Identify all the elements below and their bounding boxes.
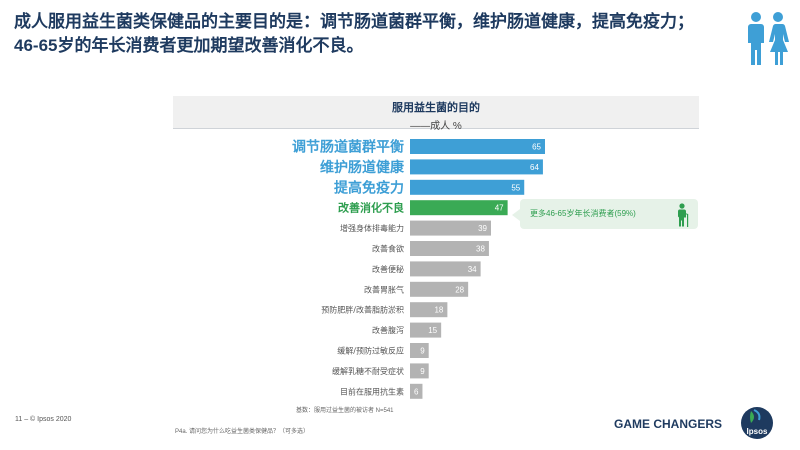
bar-value-1: 64 (530, 163, 539, 172)
headline: 成人服用益生菌类保健品的主要目的是：调节肠道菌群平衡，维护肠道健康，提高免疫力；… (14, 10, 734, 58)
people-icon (748, 12, 789, 65)
ipsos-logo-text: Ipsos (746, 427, 768, 436)
bar-6 (410, 261, 481, 277)
headline-line-2: 46-65岁的年长消费者更加期望改善消化不良。 (14, 36, 364, 55)
bar-label-2: 提高免疫力 (334, 179, 404, 196)
bar-label-1: 维护肠道健康 (320, 159, 405, 176)
bar-label-7: 改善胃胀气 (364, 284, 404, 294)
bar-value-9: 15 (428, 326, 437, 335)
bar-label-3: 改善消化不良 (338, 201, 404, 215)
bar-value-10: 9 (420, 347, 425, 356)
bar-2 (410, 179, 525, 195)
bar-12 (410, 383, 423, 399)
bar-label-4: 增强身体排毒能力 (340, 223, 404, 233)
game-changers-tagline: GAME CHANGERS (614, 417, 723, 431)
callout-arrow (512, 209, 520, 221)
chart-title: 服用益生菌的目的 (392, 102, 480, 114)
bar-value-12: 6 (414, 387, 419, 396)
bar-label-9: 改善腹泻 (372, 325, 404, 335)
bar-value-0: 65 (532, 143, 541, 152)
bar-label-11: 缓解乳糖不耐受症状 (332, 366, 404, 376)
bar-value-2: 55 (511, 183, 520, 192)
bar-5 (410, 241, 489, 256)
bar-9 (410, 322, 442, 338)
bar-value-5: 38 (476, 245, 485, 254)
bar-value-4: 39 (478, 224, 487, 233)
page-footer: 11 – © Ipsos 2020 (15, 416, 72, 423)
bar-0 (410, 139, 545, 154)
bar-label-8: 预防肥胖/改善脂肪淤积 (321, 305, 404, 315)
headline-line-1: 成人服用益生菌类保健品的主要目的是：调节肠道菌群平衡，维护肠道健康，提高免疫力； (14, 12, 694, 31)
bar-1 (410, 159, 543, 175)
bar-label-6: 改善便秘 (372, 264, 404, 274)
bar-8 (410, 302, 448, 318)
bar-value-6: 34 (468, 265, 477, 274)
ipsos-logo: Ipsos (741, 407, 773, 439)
bar-4 (410, 220, 491, 236)
bar-11 (410, 363, 429, 379)
chart-header: 服用益生菌的目的 ——成人 % (173, 96, 699, 132)
bar-3 (410, 200, 508, 216)
base-note: 基数：服用过益生菌的被访者 N=541 (296, 408, 394, 414)
bar-10 (410, 343, 429, 358)
callout-text: 更多46-65岁年长消费者(59%) (530, 209, 636, 218)
bar-label-0: 调节肠道菌群平衡 (292, 139, 404, 156)
bar-value-7: 28 (455, 285, 464, 294)
bar-label-12: 目前在服用抗生素 (340, 386, 404, 396)
bar-value-11: 9 (420, 367, 425, 376)
chart-subtitle: ——成人 % (410, 121, 462, 132)
bar-value-3: 47 (495, 204, 504, 213)
bar-value-8: 18 (434, 306, 443, 315)
callout: 更多46-65岁年长消费者(59%) (520, 199, 698, 229)
question-note: P4a. 请问您为什么吃益生菌类保健品？（可多选） (175, 429, 310, 435)
bar-label-5: 改善食欲 (372, 244, 404, 254)
elder-icon (677, 203, 689, 227)
bar-7 (410, 281, 469, 297)
bar-label-10: 缓解/预防过敏反应 (337, 346, 404, 356)
